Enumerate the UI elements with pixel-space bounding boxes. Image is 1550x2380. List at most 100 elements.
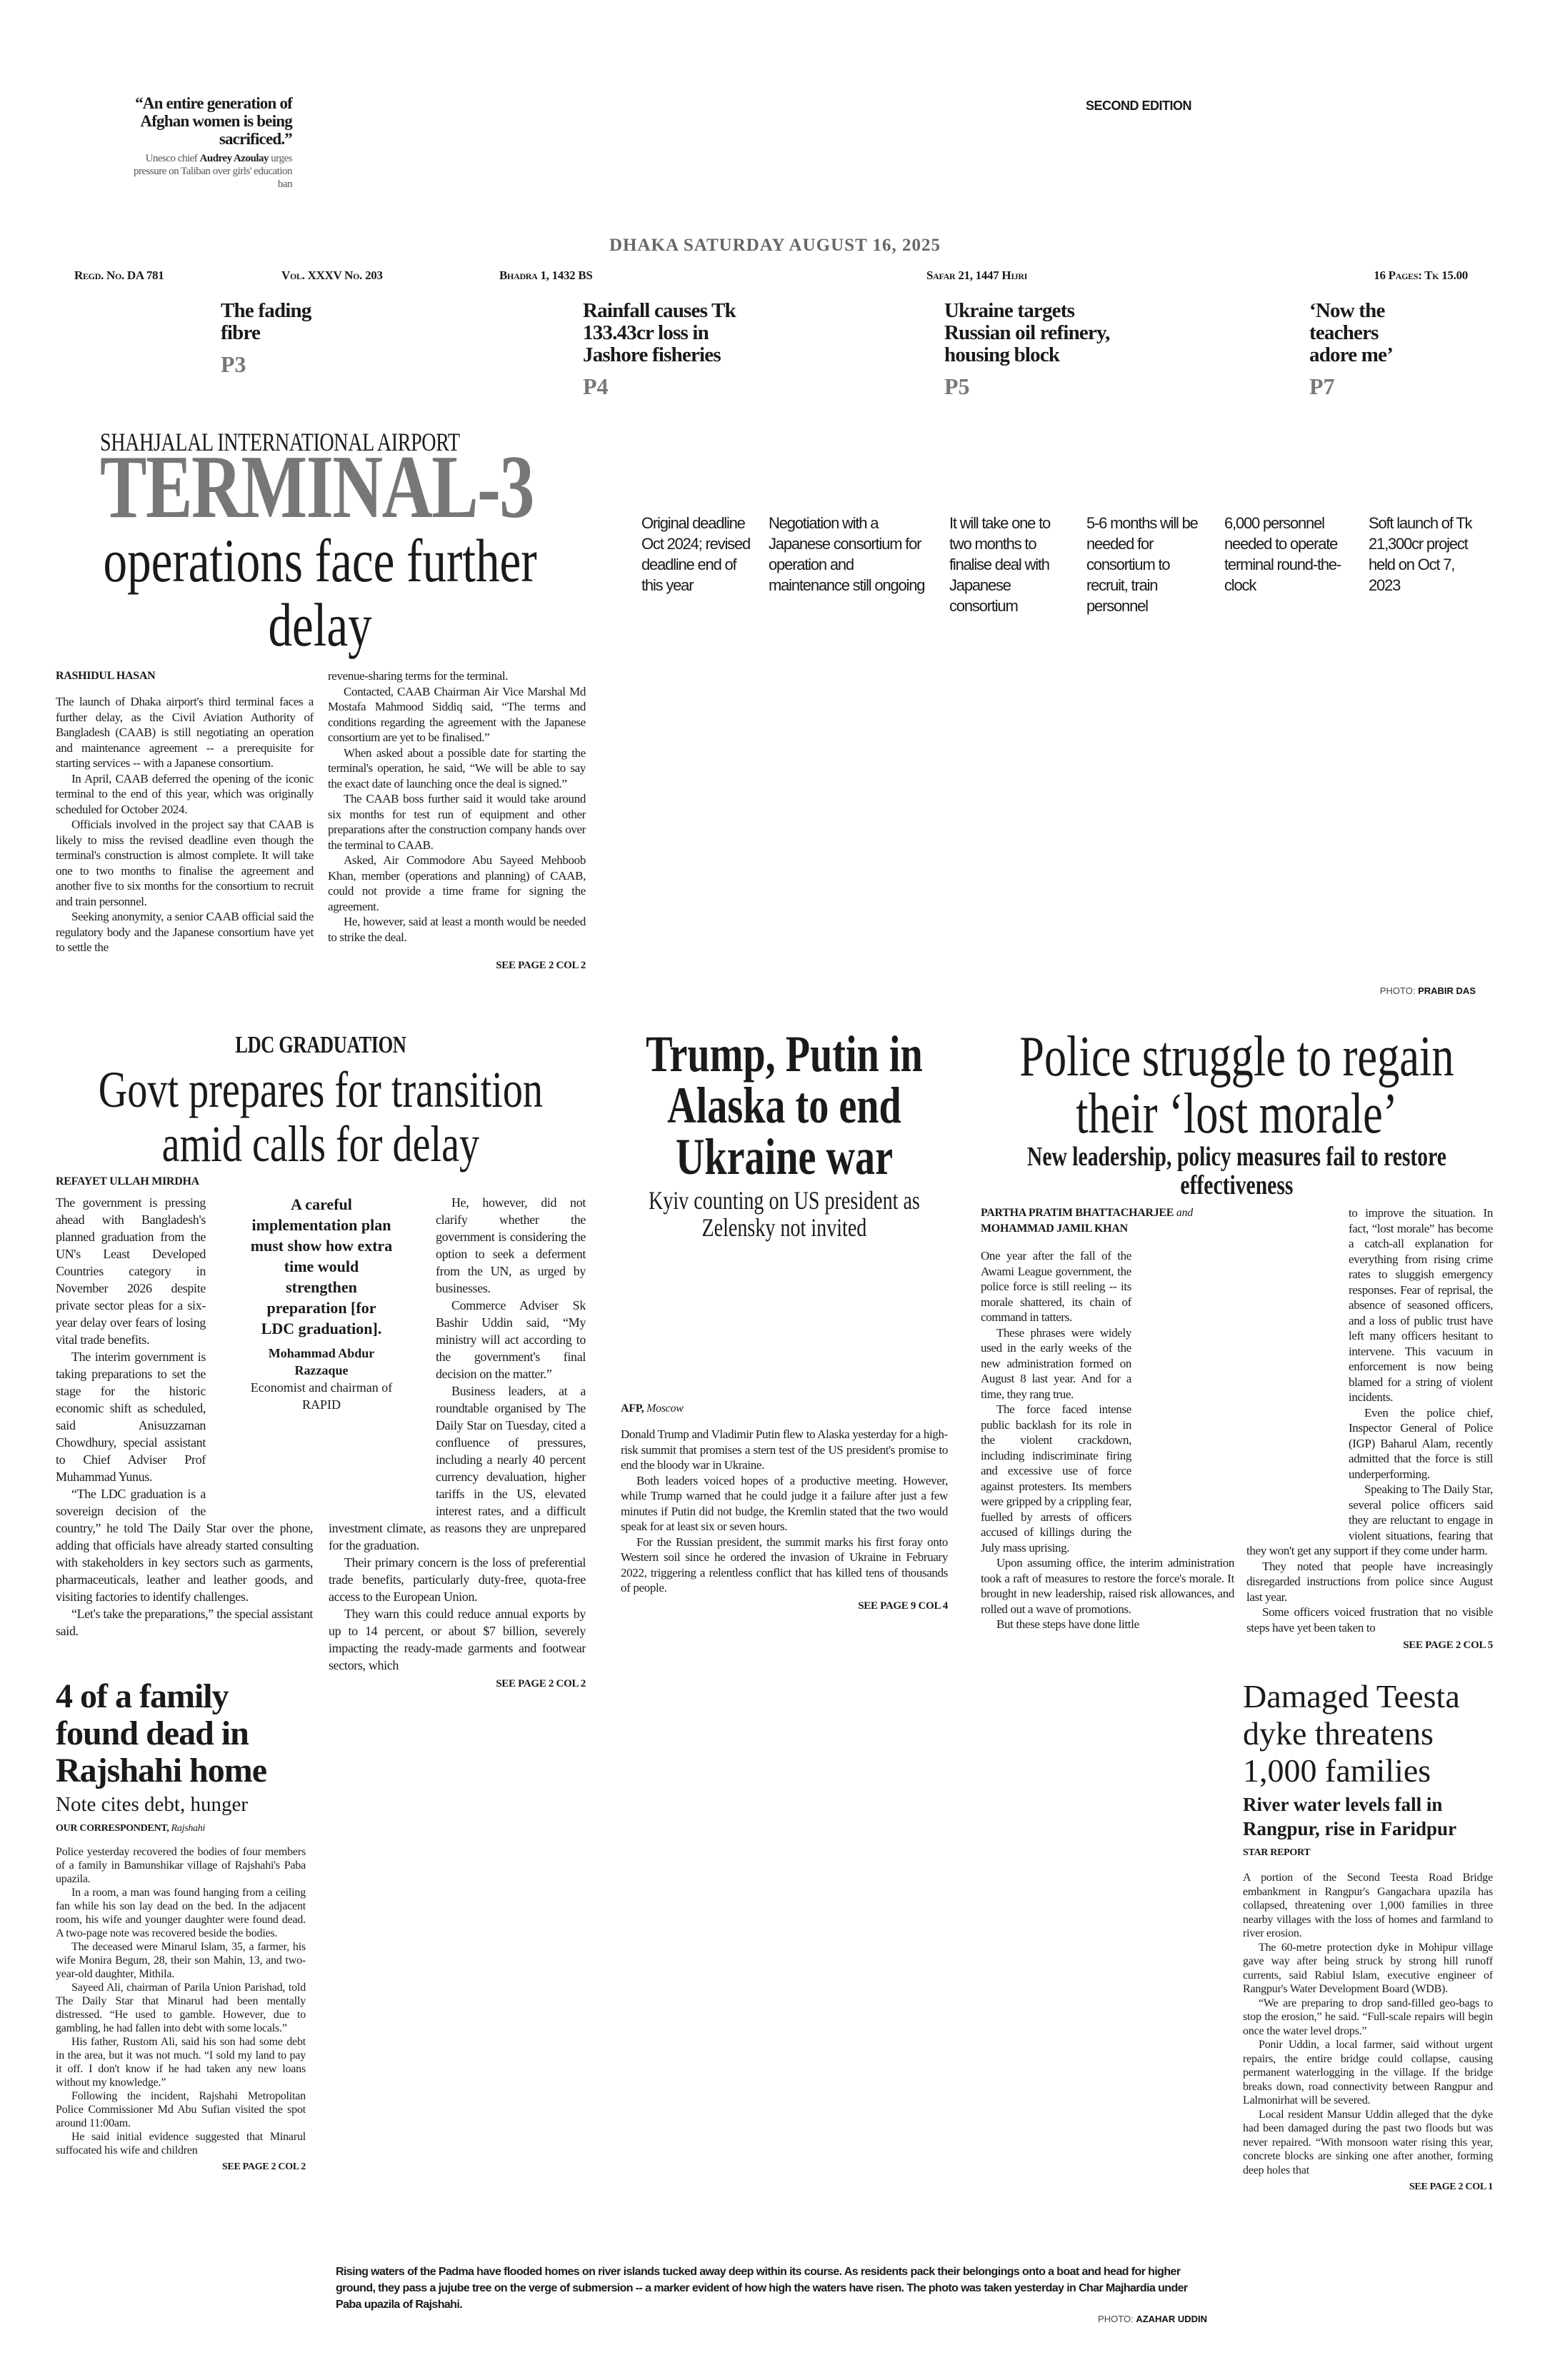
teaser[interactable]: Ukraine targets Russian oil refinery, ho… — [944, 299, 1123, 400]
teaser[interactable]: Rainfall causes Tk 133.43cr loss in Jash… — [583, 299, 761, 400]
teaser-headline[interactable]: The fading fibre — [221, 299, 311, 344]
teesta-subhead: River water levels fall in Rangpur, rise… — [1243, 1794, 1457, 1839]
article-paragraph: The 60-metre protection dyke in Mohipur … — [1243, 1941, 1493, 1996]
registration-number: Regd. No. DA 781 — [74, 268, 164, 282]
teaser-headline[interactable]: ‘Now the teachers adore me’ — [1309, 299, 1394, 366]
fact-item: It will take one to two months to finali… — [949, 514, 1051, 615]
teaser-page[interactable]: P4 — [583, 373, 609, 399]
hijri-date: Safar 21, 1447 Hijri — [926, 268, 1028, 282]
terminal-article: RASHIDUL HASAN The launch of Dhaka airpo… — [56, 668, 586, 973]
see-page-link[interactable]: SEE PAGE 2 COL 2 — [221, 2161, 306, 2172]
article-column: The government is pressing ahead with Ba… — [56, 1194, 313, 1674]
article-paragraph: The force faced intense public backlash … — [981, 1402, 1131, 1555]
teaser-page[interactable]: P3 — [221, 351, 246, 377]
caption-pre: Unesco chief — [145, 153, 200, 164]
photo-credit-name: AZAHAR UDDIN — [1136, 2314, 1207, 2324]
byline: STAR REPORT — [1243, 1847, 1311, 1858]
see-page-link[interactable]: SEE PAGE 2 COL 2 — [496, 959, 586, 971]
article-paragraph: “We are preparing to drop sand-filled ge… — [1243, 1997, 1493, 2037]
article-column: to improve the situation. In fact, “lost… — [1246, 1205, 1493, 1635]
byline-author: MOHAMMAD JAMIL KHAN — [981, 1222, 1128, 1235]
ldc-article-body: The government is pressing ahead with Ba… — [56, 1194, 586, 1674]
teesta-article: Damaged Teesta dyke threatens 1,000 fami… — [1243, 1678, 1493, 2194]
police-article: Police struggle to regain their ‘lost mo… — [981, 1028, 1493, 1652]
police-article-body: PARTHA PRATIM BHATTACHARJEE and MOHAMMAD… — [981, 1205, 1493, 1635]
article-paragraph: Business leaders, at a roundtable organi… — [329, 1384, 586, 1552]
photo-caption-block: Rising waters of the Padma have flooded … — [336, 2264, 1207, 2326]
teaser[interactable]: The fading fibre P3 — [221, 299, 314, 378]
byline-author: PARTHA PRATIM BHATTACHARJEE — [981, 1207, 1174, 1219]
article-paragraph: “The LDC graduation is a sovereign decis… — [56, 1487, 313, 1604]
byline: RASHIDUL HASAN — [56, 670, 156, 682]
article-paragraph: But these steps have done little — [996, 1617, 1139, 1631]
article-paragraph: These phrases were widely used in the ea… — [981, 1325, 1131, 1401]
article-paragraph: Some officers voiced frustration that no… — [1246, 1605, 1493, 1635]
photo-credit-label: PHOTO: — [1098, 2314, 1136, 2324]
article-paragraph: Commerce Adviser Sk Bashir Uddin said, “… — [436, 1298, 586, 1381]
ldc-kicker-wrap: LDC GRADUATION — [56, 1031, 586, 1063]
trump-headline: Trump, Putin in Alaska to end Ukraine wa… — [646, 1025, 923, 1185]
article-paragraph: to improve the situation. In fact, “lost… — [1349, 1206, 1493, 1404]
photo-credit: PHOTO: PRABIR DAS — [1380, 985, 1476, 996]
article-paragraph: The CAAB boss further said it would take… — [328, 792, 586, 852]
see-page-link[interactable]: SEE PAGE 2 COL 2 — [496, 1678, 586, 1689]
see-page-link[interactable]: SEE PAGE 9 COL 4 — [858, 1600, 948, 1612]
ldc-article: LDC GRADUATION Govt prepares for transit… — [56, 1031, 586, 1691]
article-paragraph: Speaking to The Daily Star, several poli… — [1246, 1482, 1493, 1557]
article-paragraph: For the Russian president, the summit ma… — [621, 1535, 948, 1595]
article-paragraph: revenue-sharing terms for the terminal. — [328, 669, 509, 683]
fact-item: Negotiation with a Japanese consortium f… — [769, 514, 925, 594]
trump-headline-wrap: Trump, Putin in Alaska to end Ukraine wa… — [621, 1028, 948, 1187]
pull-quote-name: Mohammad Abdur Razzaque — [268, 1346, 375, 1377]
article-paragraph: The deceased were Minarul Islam, 35, a f… — [56, 1941, 306, 1980]
article-paragraph: Both leaders voiced hopes of a productiv… — [621, 1473, 948, 1534]
article-paragraph: In a room, a man was found hanging from … — [56, 1887, 306, 1939]
byline: OUR CORRESPONDENT, Rajshahi — [56, 1821, 306, 1837]
see-page-link[interactable]: SEE PAGE 2 COL 5 — [1403, 1640, 1493, 1651]
photo-caption: Rising waters of the Padma have flooded … — [336, 2266, 1188, 2311]
pages-price: 16 Pages: Tk 15.00 — [1374, 268, 1468, 282]
terminal-headline: operations face further delay — [103, 526, 537, 659]
byline-agency: AFP, — [621, 1402, 644, 1415]
caption-name: Audrey Azoulay — [199, 153, 269, 164]
article-column: revenue-sharing terms for the terminal. C… — [328, 668, 586, 955]
column-text: revenue-sharing terms for the terminal. C… — [328, 668, 586, 945]
teaser[interactable]: ‘Now the teachers adore me’ P7 — [1309, 299, 1424, 400]
article-column: Police yesterday recovered the bodies of… — [56, 1845, 306, 2157]
police-subhead: New leadership, policy measures fail to … — [1026, 1142, 1446, 1200]
column-text: The launch of Dhaka airport's third term… — [56, 694, 314, 955]
fact-item: 6,000 personnel needed to operate termin… — [1224, 514, 1341, 594]
teaser-headline[interactable]: Ukraine targets Russian oil refinery, ho… — [944, 299, 1110, 366]
police-headline-wrap: Police struggle to regain their ‘lost mo… — [981, 1028, 1493, 1143]
teaser-page[interactable]: P7 — [1309, 373, 1335, 399]
photo-credit-label: PHOTO: — [1379, 985, 1419, 996]
see-page-link[interactable]: SEE PAGE 2 COL 1 — [1409, 2181, 1493, 2192]
byline: REFAYET ULLAH MIRDHA — [56, 1175, 199, 1188]
pull-quote-afghan-women: “An entire generation of Afghan women is… — [135, 94, 293, 148]
teesta-article-body: A portion of the Second Teesta Road Brid… — [1243, 1871, 1493, 2177]
article-paragraph: Sayeed Ali, chairman of Parila Union Par… — [56, 1982, 306, 2034]
article-paragraph: The interim government is taking prepara… — [56, 1350, 206, 1484]
article-paragraph: He said initial evidence suggested that … — [56, 2131, 306, 2156]
fact-item: 5-6 months will be needed for consortium… — [1086, 514, 1199, 615]
trump-subhead: Kyiv counting on US president as Zelensk… — [649, 1186, 920, 1242]
terminal-big-headline: TERMINAL-3 — [100, 438, 534, 537]
police-headline: Police struggle to regain their ‘lost mo… — [1019, 1025, 1454, 1145]
article-paragraph: “Let's take the preparations,” the speci… — [56, 1607, 313, 1638]
byline: PARTHA PRATIM BHATTACHARJEE and MOHAMMAD… — [981, 1205, 1234, 1237]
trump-article-body: Donald Trump and Vladimir Putin flew to … — [621, 1427, 948, 1596]
teaser-headline[interactable]: Rainfall causes Tk 133.43cr loss in Jash… — [583, 299, 736, 366]
article-paragraph: His father, Rustom Ali, said his son had… — [56, 2036, 306, 2089]
pull-quote-block: A careful implementation plan must show … — [250, 1194, 393, 1413]
fact-item: Soft launch of Tk 21,300cr project held … — [1369, 514, 1472, 594]
ldc-headline: Govt prepares for transition amid calls … — [98, 1061, 544, 1173]
article-paragraph: The launch of Dhaka airport's third term… — [56, 695, 314, 770]
teaser-page[interactable]: P5 — [944, 373, 970, 399]
article-paragraph: Local resident Mansur Uddin alleged that… — [1243, 2108, 1493, 2176]
article-paragraph: Following the incident, Rajshahi Metropo… — [56, 2090, 306, 2129]
rajshahi-article-body: Police yesterday recovered the bodies of… — [56, 1845, 306, 2157]
article-paragraph: Officials involved in the project say th… — [56, 818, 314, 908]
article-column: Donald Trump and Vladimir Putin flew to … — [621, 1427, 948, 1596]
trump-article: Trump, Putin in Alaska to end Ukraine wa… — [621, 1028, 948, 1613]
byline-place: Rajshahi — [171, 1823, 206, 1834]
